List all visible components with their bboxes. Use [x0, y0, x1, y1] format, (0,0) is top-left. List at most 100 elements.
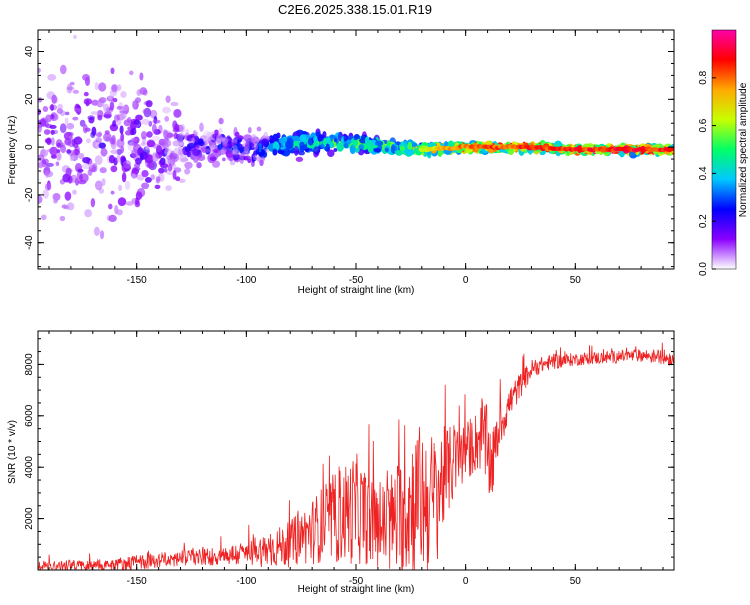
heatmap-cell — [114, 205, 119, 215]
heatmap-cell — [109, 89, 117, 97]
heatmap-cell — [56, 152, 62, 161]
heatmap-cell — [109, 89, 117, 97]
heatmap-cell — [222, 143, 230, 152]
heatmap-cell — [173, 147, 180, 158]
heatmap-cell — [239, 155, 244, 164]
heatmap-cell — [165, 95, 171, 103]
heatmap-cell — [178, 148, 184, 156]
heatmap-cell — [59, 215, 66, 222]
heatmap-cell — [220, 136, 225, 141]
heatmap-cell — [212, 160, 221, 168]
heatmap-cell — [129, 70, 134, 76]
heatmap-cell — [343, 134, 349, 142]
heatmap-cell — [179, 154, 187, 163]
heatmap-cell — [96, 99, 105, 108]
heatmap-cell — [38, 195, 43, 204]
heatmap-cell — [49, 146, 58, 156]
heatmap-cell — [231, 149, 241, 156]
heatmap-cell — [72, 116, 79, 121]
heatmap-cell — [114, 120, 122, 126]
heatmap-cell — [179, 140, 184, 148]
heatmap-cell — [165, 185, 172, 191]
heatmap-cell — [38, 154, 45, 162]
heatmap-cell — [99, 167, 107, 174]
colorbar-label: Normalized spectral amplitude — [738, 82, 749, 217]
heatmap-cell — [145, 100, 153, 108]
heatmap-cell — [101, 178, 106, 186]
heatmap-cell — [131, 149, 139, 158]
heatmap-cell — [117, 197, 127, 207]
heatmap-cell — [219, 134, 226, 143]
heatmap-cell — [63, 205, 70, 210]
heatmap-cell — [320, 144, 325, 149]
heatmap-cell — [145, 146, 150, 150]
heatmap-cell — [164, 139, 172, 147]
snr-x-tick-label: 0 — [463, 576, 469, 587]
heatmap-cell — [44, 164, 50, 174]
heatmap-cell — [155, 178, 160, 184]
heatmap-cell — [121, 105, 128, 112]
heatmap-cell — [129, 70, 134, 76]
heatmap-cell — [170, 101, 179, 107]
heatmap-layer — [38, 34, 674, 240]
heatmap-cell — [79, 174, 83, 182]
heatmap-cell — [132, 100, 137, 110]
heatmap-cell — [163, 130, 170, 140]
heatmap-cell — [38, 161, 44, 169]
heatmap-cell — [151, 135, 160, 141]
heatmap-cell — [158, 138, 166, 146]
heatmap-cell — [103, 132, 112, 142]
heatmap-cell — [135, 97, 141, 103]
heatmap-cell — [50, 137, 55, 146]
heatmap-cell — [87, 158, 93, 165]
heatmap-cell — [118, 184, 122, 192]
spectrogram-y-tick-label: -40 — [24, 235, 35, 250]
heatmap-cell — [173, 147, 180, 158]
heatmap-cell — [278, 137, 287, 144]
heatmap-cell — [162, 129, 168, 136]
heatmap-cell — [90, 111, 99, 115]
heatmap-cell — [65, 167, 72, 178]
heatmap-cell — [60, 110, 66, 117]
heatmap-cell — [122, 104, 130, 115]
heatmap-cell — [352, 139, 358, 147]
heatmap-cell — [162, 106, 171, 114]
heatmap-cell — [103, 103, 110, 113]
heatmap-cell — [141, 118, 150, 125]
heatmap-cell — [215, 151, 220, 158]
heatmap-cell — [102, 150, 109, 155]
heatmap-cell — [205, 145, 211, 155]
heatmap-cell — [135, 157, 142, 165]
heatmap-cell — [179, 123, 186, 133]
snr-x-tick-label: -50 — [349, 576, 364, 587]
snr-y-tick-label: 6000 — [24, 404, 35, 427]
heatmap-cell — [218, 127, 223, 135]
heatmap-cell — [42, 189, 49, 199]
heatmap-cell — [53, 198, 58, 204]
heatmap-cell — [152, 123, 157, 134]
heatmap-cell — [38, 97, 43, 103]
heatmap-cell — [41, 159, 47, 168]
heatmap-cell — [125, 130, 132, 136]
heatmap-cell — [375, 140, 384, 147]
heatmap-cell — [109, 137, 115, 145]
heatmap-cell — [50, 137, 55, 146]
heatmap-cell — [220, 147, 227, 155]
snr-panel: -150 -100 -50 0 50 2000 4000 6000 8000 Height of… — [7, 330, 675, 595]
heatmap-cell — [105, 136, 111, 142]
heatmap-cell — [135, 191, 143, 200]
heatmap-cell — [145, 146, 150, 150]
spectrogram-y-label: Frequency (Hz) — [7, 116, 18, 185]
heatmap-cell — [265, 148, 270, 153]
spectrogram-x-tick-label: -100 — [236, 275, 256, 286]
heatmap-cell — [84, 209, 92, 218]
heatmap-cell — [244, 144, 249, 150]
heatmap-cell — [214, 149, 218, 153]
heatmap-cell — [291, 140, 300, 149]
heatmap-cell — [276, 132, 281, 139]
heatmap-cell — [111, 84, 118, 92]
heatmap-cell — [55, 161, 60, 167]
heatmap-cell — [94, 180, 103, 191]
heatmap-cell — [72, 89, 80, 94]
snr-x-tick-label: 50 — [570, 576, 582, 587]
